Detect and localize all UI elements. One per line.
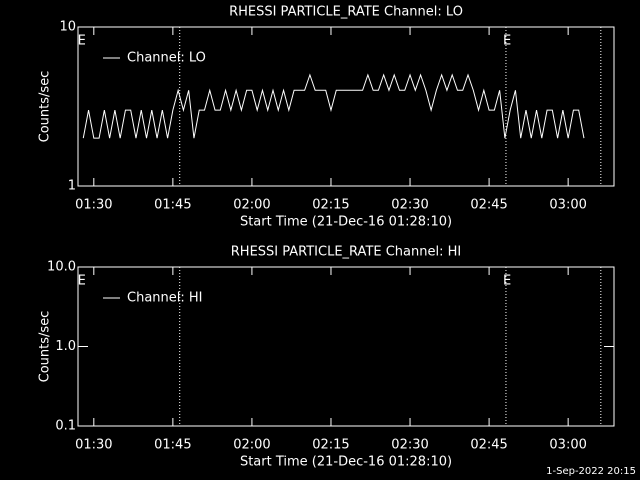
x-tick-label: 02:15	[312, 438, 349, 453]
data-line	[82, 73, 585, 139]
x-tick-label: 02:15	[312, 198, 349, 213]
x-tick-label: 02:45	[470, 438, 507, 453]
flag-label: E	[78, 34, 86, 49]
x-tick-label: 02:30	[391, 438, 428, 453]
y-axis-label: Counts/sec	[38, 311, 53, 383]
x-tick-label: 02:30	[391, 198, 428, 213]
x-tick-label: 02:00	[233, 438, 270, 453]
chart-title: RHESSI PARTICLE_RATE Channel: HI	[231, 245, 461, 260]
y-axis-label: Counts/sec	[38, 71, 53, 143]
legend-label: Channel: HI	[127, 291, 203, 306]
plot-frame	[77, 26, 615, 187]
x-axis-label: Start Time (21-Dec-16 01:28:10)	[240, 215, 452, 230]
x-axis-label: Start Time (21-Dec-16 01:28:10)	[240, 455, 452, 470]
flag-label: E	[78, 274, 86, 289]
x-tick-label: 03:00	[549, 438, 586, 453]
x-tick-label: 01:45	[154, 438, 191, 453]
flag-label: E	[503, 34, 511, 49]
chart-title: RHESSI PARTICLE_RATE Channel: LO	[229, 5, 463, 20]
x-tick-label: 03:00	[549, 198, 586, 213]
x-tick-label: 01:30	[75, 438, 112, 453]
x-tick-label: 01:45	[154, 198, 191, 213]
x-tick-label: 01:30	[75, 198, 112, 213]
flag-label: E	[503, 274, 511, 289]
y-tick-label: 1.0	[55, 339, 76, 354]
x-tick-label: 02:00	[233, 198, 270, 213]
y-tick-label: 0.1	[55, 419, 76, 434]
y-tick-label: 10	[59, 20, 76, 35]
y-tick-label: 1	[68, 179, 76, 194]
legend-label: Channel: LO	[127, 51, 206, 66]
x-tick-label: 02:45	[470, 198, 507, 213]
y-tick-label: 10.0	[47, 260, 76, 275]
footer: 1-Sep-2022 20:15	[546, 466, 636, 477]
